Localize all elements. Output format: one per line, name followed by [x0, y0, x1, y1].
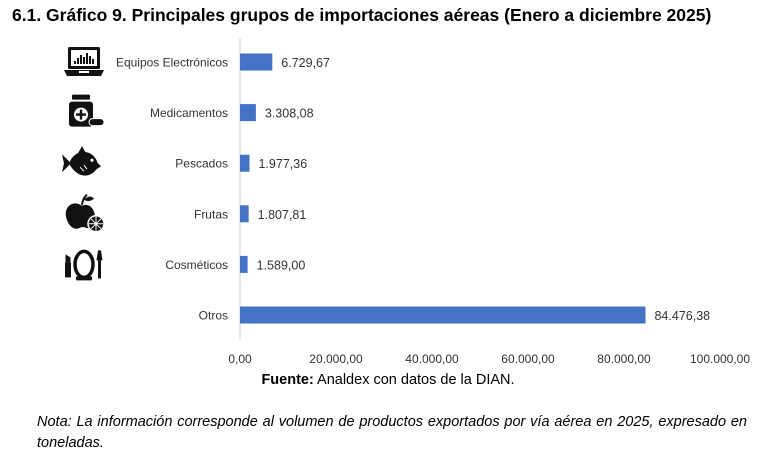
category-label: Otros	[199, 309, 228, 323]
data-label: 1.589,00	[257, 258, 306, 272]
fish-icon	[62, 146, 101, 176]
category-label: Medicamentos	[150, 106, 228, 120]
category-label: Pescados	[175, 157, 228, 171]
footnote: Nota: La información corresponde al volu…	[37, 414, 747, 451]
data-label: 3.308,08	[265, 107, 314, 121]
bar	[240, 205, 249, 223]
bar	[240, 104, 256, 122]
x-tick-label: 20.000,00	[309, 352, 363, 366]
x-tick-label: 60.000,00	[501, 352, 555, 366]
x-tick-label: 40.000,00	[405, 352, 459, 366]
laptop-icon	[64, 47, 104, 76]
apple-icon	[65, 194, 105, 233]
bar	[240, 255, 248, 273]
medicine-icon	[69, 94, 105, 127]
category-label: Frutas	[194, 207, 228, 221]
chart-title: 6.1. Gráfico 9. Principales grupos de im…	[12, 5, 712, 25]
bar	[240, 306, 646, 324]
data-label: 1.977,36	[258, 157, 307, 171]
category-label: Equipos Electrónicos	[116, 56, 228, 70]
x-tick-label: 0,00	[228, 352, 252, 366]
bar-chart: Equipos Electrónicos 6.729,67 Medicamentos…	[62, 38, 750, 366]
bar	[240, 154, 250, 172]
source-label: Fuente:	[261, 372, 314, 388]
data-label: 6.729,67	[281, 56, 330, 70]
source-line: Fuente: Analdex con datos de la DIAN.	[0, 372, 776, 388]
category-label: Cosméticos	[165, 258, 228, 272]
x-tick-label: 80.000,00	[597, 352, 651, 366]
cosmetics-icon	[65, 249, 103, 281]
x-tick-label: 100.000,00	[690, 352, 750, 366]
data-label: 84.476,38	[654, 309, 710, 323]
source-text: Analdex con datos de la DIAN.	[313, 372, 515, 388]
data-label: 1.807,81	[258, 208, 307, 222]
bar	[240, 53, 273, 71]
